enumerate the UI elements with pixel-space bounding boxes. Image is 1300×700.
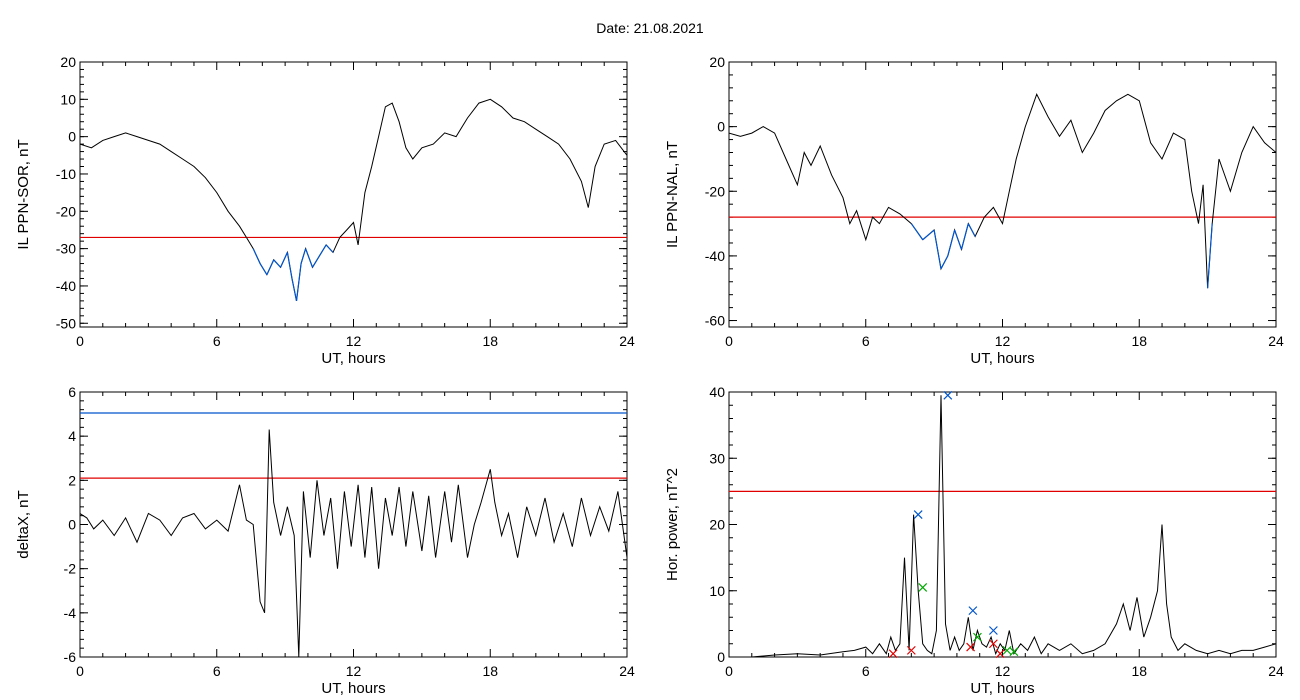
x-axis-label: UT, hours bbox=[321, 680, 385, 697]
peak-marker bbox=[918, 583, 928, 592]
x-tick-label: 24 bbox=[619, 333, 635, 349]
peak-marker bbox=[973, 632, 982, 642]
plot-frame bbox=[728, 391, 1277, 658]
series-segment-below-threshold bbox=[318, 244, 327, 257]
series-segment-below-threshold bbox=[960, 223, 969, 250]
series-segment-below-threshold bbox=[305, 248, 314, 268]
series-segment-below-threshold bbox=[311, 255, 320, 268]
y-tick-label: -4 bbox=[64, 605, 77, 621]
x-tick-label: 12 bbox=[995, 333, 1011, 349]
x-tick-label: 0 bbox=[76, 663, 84, 679]
series-segment-below-threshold bbox=[940, 255, 949, 270]
y-tick-label: 10 bbox=[709, 583, 725, 599]
series-segment-below-threshold bbox=[933, 229, 942, 269]
peak-marker bbox=[995, 649, 1005, 659]
series-segment-below-threshold bbox=[967, 223, 976, 237]
y-tick-label: 20 bbox=[709, 517, 725, 533]
y-tick-label: -2 bbox=[64, 561, 77, 577]
peak-marker bbox=[988, 626, 998, 635]
x-tick-label: 24 bbox=[1268, 333, 1284, 349]
y-tick-label: -6 bbox=[64, 649, 77, 665]
series-segment-below-threshold bbox=[295, 263, 302, 301]
series-segment-below-threshold bbox=[266, 259, 275, 275]
y-tick-label: 0 bbox=[68, 129, 76, 145]
x-tick-label: 24 bbox=[1268, 663, 1284, 679]
x-tick-label: 0 bbox=[76, 333, 84, 349]
y-tick-label: 0 bbox=[717, 649, 725, 665]
x-tick-label: 12 bbox=[995, 663, 1011, 679]
series-line bbox=[729, 93, 1276, 289]
x-tick-label: 0 bbox=[725, 333, 733, 349]
x-tick-label: 12 bbox=[346, 333, 362, 349]
y-tick-label: -10 bbox=[56, 166, 76, 182]
y-tick-label: -30 bbox=[56, 241, 76, 257]
figure-title: Date: 21.08.2021 bbox=[596, 20, 704, 36]
y-tick-label: 20 bbox=[60, 54, 76, 70]
y-tick-label: -40 bbox=[705, 248, 725, 264]
peak-marker bbox=[943, 390, 953, 400]
series-segment-below-threshold bbox=[280, 252, 288, 268]
peak-marker bbox=[968, 606, 978, 616]
peak-marker bbox=[888, 649, 898, 659]
y-axis-label: IL PPN-NAL, nT bbox=[664, 141, 681, 248]
x-axis-label: UT, hours bbox=[970, 680, 1034, 697]
y-tick-label: 0 bbox=[68, 517, 76, 533]
x-tick-label: 18 bbox=[482, 663, 498, 679]
series-line bbox=[80, 429, 627, 657]
series-line bbox=[80, 98, 627, 301]
series-segment-below-threshold bbox=[252, 248, 261, 264]
peak-marker bbox=[1009, 647, 1019, 657]
series-segment-below-threshold bbox=[286, 252, 293, 279]
y-tick-label: 30 bbox=[709, 450, 725, 466]
y-tick-label: 6 bbox=[68, 384, 76, 400]
x-tick-label: 18 bbox=[1131, 663, 1147, 679]
y-tick-label: -20 bbox=[705, 183, 725, 199]
x-tick-label: 24 bbox=[619, 663, 635, 679]
series-segment-below-threshold bbox=[291, 278, 298, 301]
x-tick-label: 6 bbox=[862, 663, 870, 679]
peak-marker bbox=[913, 510, 923, 519]
series-segment-below-threshold bbox=[273, 259, 282, 268]
y-axis-label: IL PPN-SOR, nT bbox=[15, 139, 32, 249]
x-tick-label: 6 bbox=[862, 333, 870, 349]
y-tick-label: -20 bbox=[56, 203, 76, 219]
series-segment-below-threshold bbox=[300, 248, 307, 264]
peak-marker bbox=[1002, 645, 1012, 655]
x-tick-label: 6 bbox=[213, 663, 221, 679]
y-tick-label: 2 bbox=[68, 472, 76, 488]
y-tick-label: 4 bbox=[68, 428, 76, 444]
x-axis-label: UT, hours bbox=[321, 350, 385, 367]
y-tick-label: 0 bbox=[717, 119, 725, 135]
peak-marker bbox=[988, 639, 998, 649]
x-tick-label: 0 bbox=[725, 663, 733, 679]
series-segment-below-threshold bbox=[910, 223, 924, 241]
series-line bbox=[729, 395, 1276, 657]
y-tick-label: 10 bbox=[60, 91, 76, 107]
peak-marker bbox=[906, 645, 916, 655]
y-tick-label: 40 bbox=[709, 384, 725, 400]
y-tick-label: 20 bbox=[709, 54, 725, 70]
y-tick-label: -40 bbox=[56, 278, 76, 294]
y-axis-label: deltaX, nT bbox=[15, 490, 32, 558]
x-axis-label: UT, hours bbox=[970, 350, 1034, 367]
series-segment-below-threshold bbox=[954, 229, 963, 250]
x-tick-label: 6 bbox=[213, 333, 221, 349]
y-axis-label: Hor. power, nT^2 bbox=[664, 468, 681, 581]
x-tick-label: 12 bbox=[346, 663, 362, 679]
x-tick-label: 18 bbox=[482, 333, 498, 349]
series-segment-below-threshold bbox=[1207, 223, 1213, 289]
y-tick-label: -60 bbox=[705, 313, 725, 329]
series-segment-below-threshold bbox=[259, 263, 268, 276]
series-segment-below-threshold bbox=[947, 229, 956, 257]
x-tick-label: 18 bbox=[1131, 333, 1147, 349]
series-segment-below-threshold bbox=[922, 229, 935, 241]
peak-marker bbox=[966, 642, 976, 652]
y-tick-label: -50 bbox=[56, 315, 76, 331]
series-segment-below-threshold bbox=[325, 244, 334, 253]
